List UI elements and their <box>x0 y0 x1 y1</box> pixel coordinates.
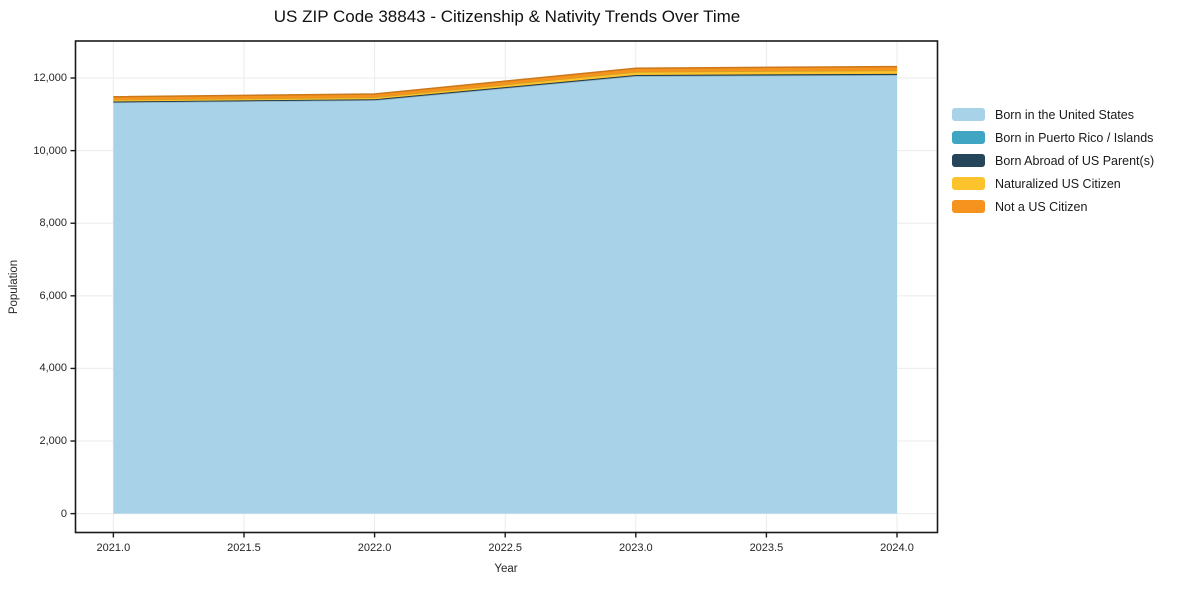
y-axis-tick-label: 10,000 <box>33 144 67 157</box>
legend-item: Born Abroad of US Parent(s) <box>952 149 1154 172</box>
legend-swatch <box>952 108 985 121</box>
chart-title: US ZIP Code 38843 - Citizenship & Nativi… <box>273 7 741 26</box>
legend: Born in the United States Born in Puerto … <box>952 103 1154 218</box>
y-axis-tick-label: 0 <box>60 507 67 520</box>
legend-label: Born in Puerto Rico / Islands <box>995 130 1154 145</box>
y-axis-tick-label: 6,000 <box>39 289 67 302</box>
area-series-edge <box>113 69 898 101</box>
area-series <box>113 70 898 102</box>
legend-label: Not a US Citizen <box>995 199 1088 214</box>
area-series <box>113 66 898 100</box>
x-axis-tick-label: 2024.0 <box>880 542 914 554</box>
x-axis-tick-label: 2021.5 <box>227 542 261 554</box>
legend-label: Naturalized US Citizen <box>995 176 1121 191</box>
x-axis-label: Year <box>494 563 518 575</box>
y-axis-tick-label: 4,000 <box>39 362 67 375</box>
y-axis-tick-label: 2,000 <box>39 435 67 448</box>
legend-swatch <box>952 177 985 190</box>
legend-swatch <box>952 154 985 167</box>
legend-label: Born in the United States <box>995 107 1134 122</box>
y-axis-tick-label: 8,000 <box>39 217 67 230</box>
area-series-edge <box>113 65 898 98</box>
legend-swatch <box>952 131 985 144</box>
legend-swatch <box>952 200 985 213</box>
y-axis-tick-label: 12,000 <box>33 72 67 85</box>
area-series-edge <box>113 74 898 104</box>
legend-item: Born in Puerto Rico / Islands <box>952 126 1154 149</box>
y-axis-label: Population <box>8 259 20 315</box>
x-axis-tick-label: 2023.5 <box>749 542 784 554</box>
axis-frame <box>74 40 939 534</box>
area-series <box>113 74 898 514</box>
legend-label: Born Abroad of US Parent(s) <box>995 153 1155 168</box>
x-axis-tick-label: 2021.0 <box>96 542 131 554</box>
x-axis-tick-label: 2023.0 <box>618 542 653 554</box>
legend-item: Naturalized US Citizen <box>952 172 1154 195</box>
x-axis-tick-label: 2022.0 <box>357 542 392 554</box>
x-axis-tick-label: 2022.5 <box>488 542 523 554</box>
legend-item: Born in the United States <box>952 103 1154 126</box>
legend-item: Not a US Citizen <box>952 195 1154 218</box>
